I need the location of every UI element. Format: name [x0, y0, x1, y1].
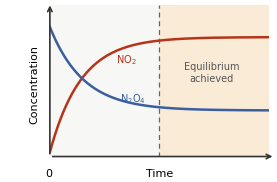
Text: Concentration: Concentration [30, 45, 40, 124]
Text: Time: Time [146, 169, 173, 179]
Text: Equilibrium
achieved: Equilibrium achieved [184, 62, 240, 84]
Text: NO$_2$: NO$_2$ [116, 53, 136, 67]
Text: 0: 0 [45, 169, 52, 179]
Bar [159, 5, 269, 157]
Text: N$_2$O$_4$: N$_2$O$_4$ [120, 92, 146, 106]
